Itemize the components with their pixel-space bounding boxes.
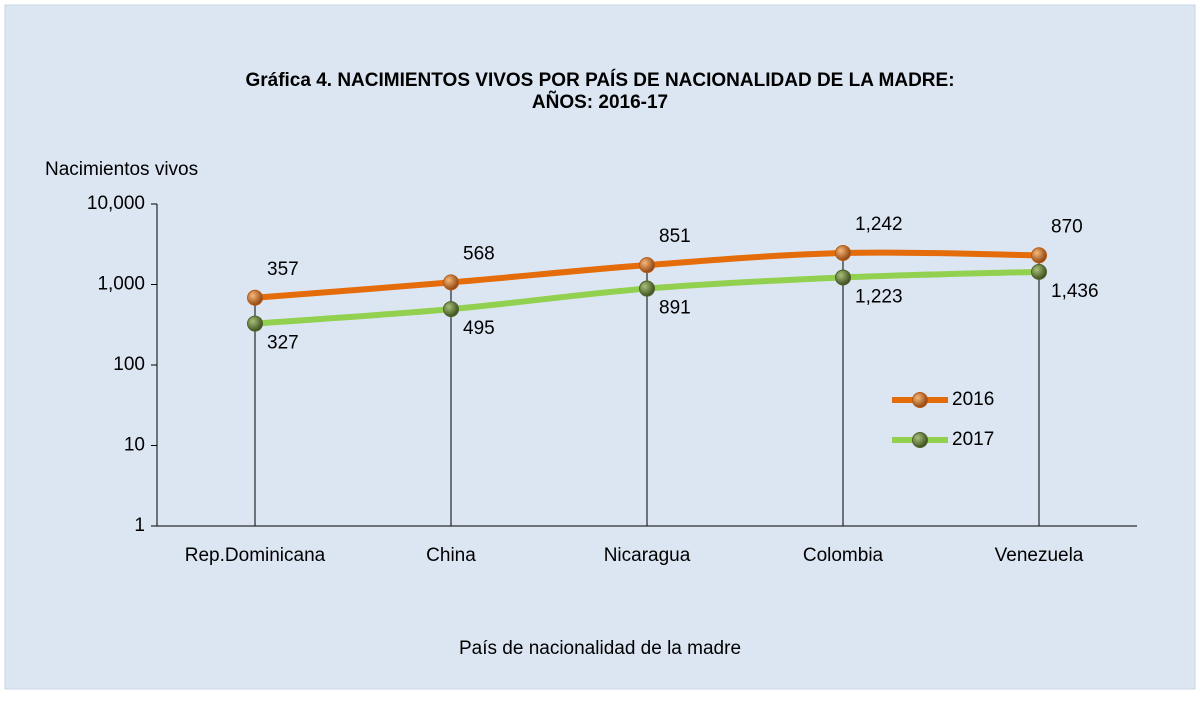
y-tick-label: 10 — [124, 435, 145, 456]
data-point — [835, 244, 851, 261]
legend-label: 2016 — [952, 389, 994, 410]
data-label: 851 — [659, 226, 691, 247]
data-point — [247, 289, 263, 306]
data-point — [1031, 263, 1047, 280]
data-point — [835, 269, 851, 286]
y-tick-label: 10,000 — [87, 193, 145, 214]
chart-subtitle: AÑOS: 2016-17 — [532, 91, 668, 113]
data-label: 568 — [463, 243, 495, 264]
x-tick-label: Venezuela — [995, 545, 1084, 566]
chart-title: Gráfica 4. NACIMIENTOS VIVOS POR PAÍS DE… — [245, 69, 954, 91]
x-axis-label: País de nacionalidad de la madre — [459, 638, 741, 659]
data-point — [443, 301, 459, 318]
data-label: 495 — [463, 318, 495, 339]
x-tick-label: Colombia — [803, 545, 884, 566]
data-point — [247, 315, 263, 332]
data-point — [639, 257, 655, 274]
y-tick-label: 1,000 — [97, 274, 145, 295]
data-label: 1,242 — [855, 214, 903, 235]
data-label: 1,436 — [1051, 281, 1099, 302]
data-label: 1,223 — [855, 286, 903, 307]
x-tick-label: China — [426, 545, 476, 566]
x-tick-label: Nicaragua — [604, 545, 691, 566]
data-label: 357 — [267, 259, 299, 280]
y-axis-label: Nacimientos vivos — [45, 159, 198, 180]
data-point — [639, 280, 655, 297]
y-tick-label: 1 — [134, 515, 145, 536]
x-tick-label: Rep.Dominicana — [185, 545, 326, 566]
legend-marker — [912, 392, 928, 408]
legend-label: 2017 — [952, 429, 994, 450]
data-label: 870 — [1051, 216, 1083, 237]
chart-background — [4, 4, 1196, 690]
data-point — [443, 274, 459, 291]
legend-marker — [912, 432, 928, 448]
data-point — [1031, 247, 1047, 264]
data-label: 327 — [267, 333, 299, 354]
y-tick-label: 100 — [113, 354, 145, 375]
data-label: 891 — [659, 298, 691, 319]
